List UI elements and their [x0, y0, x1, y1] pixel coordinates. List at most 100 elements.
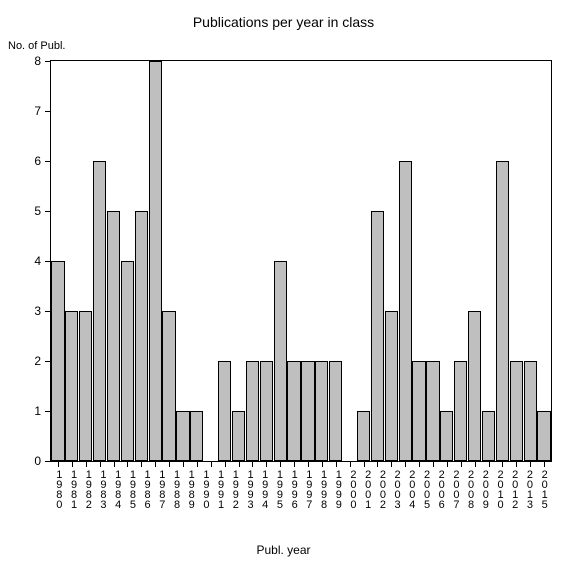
x-tick-label: 1984 [112, 469, 123, 509]
bar [149, 61, 162, 461]
bar [51, 261, 64, 461]
x-tick-label: 1993 [245, 469, 256, 509]
y-tick [45, 361, 51, 362]
x-tick-label: 1990 [200, 469, 211, 509]
bar [176, 411, 189, 461]
x-tick [377, 461, 378, 467]
x-tick [183, 461, 184, 467]
bar [107, 211, 120, 461]
bar [287, 361, 300, 461]
bar [301, 361, 314, 461]
x-tick-label: 1985 [127, 469, 138, 509]
y-tick-label: 2 [34, 354, 41, 368]
x-tick-label: 2006 [436, 469, 447, 509]
x-tick [350, 461, 351, 467]
x-tick-label: 2005 [421, 469, 432, 509]
x-tick [530, 461, 531, 467]
bar [385, 311, 398, 461]
bar [274, 261, 287, 461]
y-tick-label: 7 [34, 104, 41, 118]
bar [135, 211, 148, 461]
y-tick [45, 111, 51, 112]
x-tick-label: 2015 [539, 469, 550, 509]
y-tick [45, 161, 51, 162]
y-tick [45, 311, 51, 312]
bar [93, 161, 106, 461]
bar [412, 361, 425, 461]
bar [440, 411, 453, 461]
x-tick [169, 461, 170, 467]
x-tick-label: 1986 [142, 469, 153, 509]
bar [371, 211, 384, 461]
x-tick-label: 1988 [171, 469, 182, 509]
y-tick [45, 461, 51, 462]
x-tick [211, 461, 212, 467]
x-tick [100, 461, 101, 467]
x-tick-label: 1996 [289, 469, 300, 509]
x-tick [72, 461, 73, 467]
x-tick [141, 461, 142, 467]
x-tick [419, 461, 420, 467]
x-tick-label: 2012 [509, 469, 520, 509]
y-tick-label: 8 [34, 54, 41, 68]
bar [121, 261, 134, 461]
bar [496, 161, 509, 461]
bar [315, 361, 328, 461]
x-tick [489, 461, 490, 467]
x-tick-label: 1982 [83, 469, 94, 509]
x-tick-label: 2007 [450, 469, 461, 509]
x-tick [114, 461, 115, 467]
x-tick [58, 461, 59, 467]
x-tick [280, 461, 281, 467]
x-tick [461, 461, 462, 467]
x-tick-label: 1997 [303, 469, 314, 509]
x-tick [475, 461, 476, 467]
y-tick-label: 3 [34, 304, 41, 318]
chart-container: Publications per year in class No. of Pu… [0, 0, 567, 567]
x-tick-label: 1999 [333, 469, 344, 509]
bar [65, 311, 78, 461]
plot-area: 0123456781980198119821983198419851986198… [50, 60, 552, 462]
x-tick [447, 461, 448, 467]
x-tick-label: 1983 [97, 469, 108, 509]
bar [246, 361, 259, 461]
x-tick-label: 2001 [362, 469, 373, 509]
x-tick [433, 461, 434, 467]
bar [482, 411, 495, 461]
bar [524, 361, 537, 461]
x-tick [336, 461, 337, 467]
x-tick-label: 1991 [215, 469, 226, 509]
bar [399, 161, 412, 461]
chart-title: Publications per year in class [0, 14, 567, 30]
bar [357, 411, 370, 461]
bar [510, 361, 523, 461]
x-tick [294, 461, 295, 467]
x-tick-label: 1998 [318, 469, 329, 509]
bar [190, 411, 203, 461]
x-tick [391, 461, 392, 467]
bar [218, 361, 231, 461]
y-tick-label: 6 [34, 154, 41, 168]
bar [260, 361, 273, 461]
x-tick [86, 461, 87, 467]
x-tick-label: 1987 [156, 469, 167, 509]
bar [537, 411, 550, 461]
y-tick-label: 1 [34, 404, 41, 418]
x-tick-label: 2010 [495, 469, 506, 509]
y-tick [45, 261, 51, 262]
x-tick-label: 2000 [347, 469, 358, 509]
x-tick [516, 461, 517, 467]
bar [426, 361, 439, 461]
x-tick-label: 2009 [480, 469, 491, 509]
x-tick-label: 2002 [377, 469, 388, 509]
bar [468, 311, 481, 461]
x-tick-label: 2003 [392, 469, 403, 509]
x-tick-label: 2004 [406, 469, 417, 509]
x-tick-label: 1995 [274, 469, 285, 509]
x-axis-title: Publ. year [0, 543, 567, 557]
x-tick [502, 461, 503, 467]
bar [79, 311, 92, 461]
bar [454, 361, 467, 461]
x-tick [364, 461, 365, 467]
x-tick-label: 1981 [68, 469, 79, 509]
